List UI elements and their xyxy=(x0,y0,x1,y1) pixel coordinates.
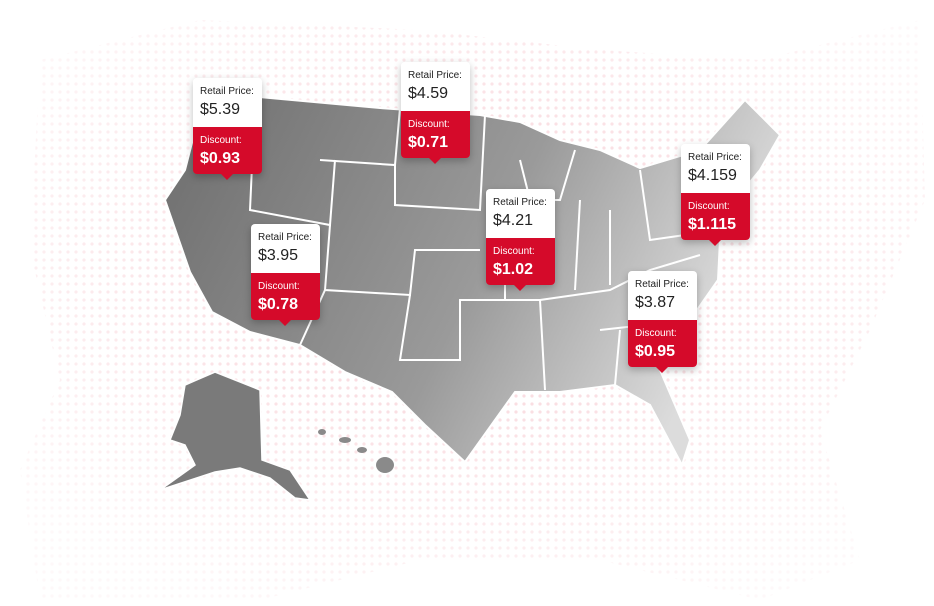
discount-section: Discount: $0.93 xyxy=(193,127,262,180)
retail-price: $3.87 xyxy=(635,294,676,311)
retail-price: $4.21 xyxy=(493,212,534,229)
discount-value: $0.71 xyxy=(408,134,449,151)
discount-label: Discount: xyxy=(493,246,535,257)
discount-section: Discount: $1.02 xyxy=(486,238,555,291)
discount-label: Discount: xyxy=(688,201,730,212)
retail-price: $4.59 xyxy=(408,85,449,102)
discount-label: Discount: xyxy=(408,119,450,130)
lower-48 xyxy=(163,90,782,468)
retail-price: $3.95 xyxy=(258,247,299,264)
discount-value: $1.02 xyxy=(493,261,534,278)
retail-label: Retail Price: xyxy=(493,197,547,208)
retail-label: Retail Price: xyxy=(635,279,689,290)
discount-value: $0.78 xyxy=(258,296,299,313)
discount-section: Discount: $1.115 xyxy=(681,193,750,246)
discount-value: $0.93 xyxy=(200,150,241,167)
price-callout: Retail Price: $3.95 Discount: $0.78 xyxy=(251,224,320,326)
price-callout: Retail Price: $5.39 Discount: $0.93 xyxy=(193,78,262,180)
retail-section: Retail Price: $4.59 xyxy=(401,62,470,111)
price-callout: Retail Price: $4.159 Discount: $1.115 xyxy=(681,144,750,246)
discount-section: Discount: $0.78 xyxy=(251,273,320,326)
discount-label: Discount: xyxy=(635,328,677,339)
retail-label: Retail Price: xyxy=(258,232,312,243)
price-callout: Retail Price: $3.87 Discount: $0.95 xyxy=(628,271,697,373)
retail-label: Retail Price: xyxy=(688,152,742,163)
retail-section: Retail Price: $4.21 xyxy=(486,189,555,238)
discount-value: $0.95 xyxy=(635,343,676,360)
hawaii xyxy=(318,429,394,473)
alaska xyxy=(159,371,312,501)
retail-section: Retail Price: $4.159 xyxy=(681,144,750,193)
retail-section: Retail Price: $3.87 xyxy=(628,271,697,320)
retail-section: Retail Price: $5.39 xyxy=(193,78,262,127)
retail-price: $4.159 xyxy=(688,167,737,184)
discount-section: Discount: $0.95 xyxy=(628,320,697,373)
retail-section: Retail Price: $3.95 xyxy=(251,224,320,273)
retail-price: $5.39 xyxy=(200,101,241,118)
discount-label: Discount: xyxy=(258,281,300,292)
price-callout: Retail Price: $4.59 Discount: $0.71 xyxy=(401,62,470,164)
discount-label: Discount: xyxy=(200,135,242,146)
discount-value: $1.115 xyxy=(688,216,737,233)
retail-label: Retail Price: xyxy=(408,70,462,81)
discount-section: Discount: $0.71 xyxy=(401,111,470,164)
price-callout: Retail Price: $4.21 Discount: $1.02 xyxy=(486,189,555,291)
retail-label: Retail Price: xyxy=(200,86,254,97)
